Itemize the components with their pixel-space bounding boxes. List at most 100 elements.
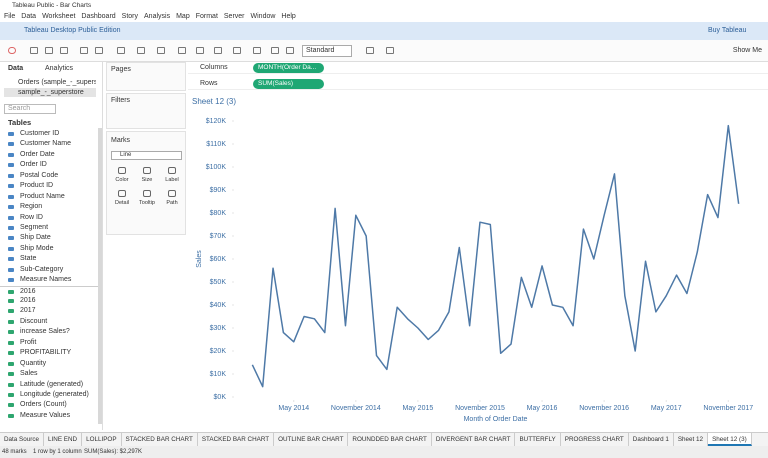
sheet-tab[interactable]: LOLLIPOP <box>82 433 122 446</box>
x-tick-label: May 2017 <box>651 405 682 412</box>
sheet-tab[interactable]: ROUNDDED BAR CHART <box>348 433 432 446</box>
field[interactable]: Orders (Count) <box>0 400 98 410</box>
analytics-tab[interactable]: Analytics <box>45 65 74 72</box>
button-label: Label <box>165 177 179 183</box>
sheet-tab[interactable]: Dashboard 1 <box>629 433 674 446</box>
field[interactable]: Ship Date <box>0 233 98 243</box>
sheet-tab[interactable]: Sheet 12 <box>674 433 709 446</box>
field[interactable]: Postal Code <box>0 171 98 181</box>
field[interactable]: Discount <box>0 317 98 327</box>
data-source[interactable]: Orders (sample_-_supers... <box>18 79 96 86</box>
mark-type-dropdown[interactable]: Line <box>111 151 182 160</box>
x-tick-label: November 2017 <box>703 405 753 412</box>
field[interactable]: Measure Values <box>0 411 98 421</box>
icon[interactable] <box>137 47 145 54</box>
field[interactable]: Longitude (generated) <box>0 390 98 400</box>
menu-item[interactable]: Server <box>223 13 245 20</box>
show-me-button[interactable]: Show Me <box>732 47 762 54</box>
field-icon <box>8 361 14 366</box>
icon[interactable] <box>366 47 374 54</box>
icon[interactable] <box>95 47 103 54</box>
field[interactable]: Product ID <box>0 181 98 191</box>
field[interactable]: Customer ID <box>0 129 98 139</box>
field[interactable]: Product Name <box>0 192 98 202</box>
field[interactable]: Sales <box>0 369 98 379</box>
menu-item[interactable]: Analysis <box>144 13 171 20</box>
field-icon <box>8 309 14 314</box>
field[interactable]: Order ID <box>0 160 98 170</box>
icon[interactable] <box>8 47 16 54</box>
data-tab[interactable]: Data <box>8 65 24 72</box>
field-icon <box>8 351 14 356</box>
menu-item[interactable]: Dashboard <box>81 13 116 20</box>
icon[interactable] <box>60 47 68 54</box>
field[interactable]: State <box>0 254 98 264</box>
scrollbar[interactable] <box>98 128 102 424</box>
field-icon <box>8 413 14 418</box>
mark-button[interactable]: Detail <box>110 188 134 210</box>
field[interactable]: Measure Names <box>0 275 98 285</box>
field[interactable]: 2016 <box>0 285 98 296</box>
mark-button[interactable]: Path <box>160 188 184 210</box>
field[interactable]: Order Date <box>0 150 98 160</box>
data-source[interactable]: sample_-_superstore <box>4 88 96 97</box>
buy-button[interactable]: Buy Tableau <box>708 27 747 34</box>
pill[interactable]: MONTH(Order Da... <box>253 63 324 73</box>
sheet-tab[interactable]: DIVERGENT BAR CHART <box>432 433 516 446</box>
field[interactable]: Sub-Category <box>0 265 98 275</box>
icon[interactable] <box>80 47 88 54</box>
menu-item[interactable]: Story <box>121 13 139 20</box>
sheet-tab[interactable]: PROGRESS CHART <box>561 433 629 446</box>
field[interactable]: PROFITABILITY <box>0 348 98 358</box>
field[interactable]: Latitude (generated) <box>0 380 98 390</box>
icon[interactable] <box>214 47 222 54</box>
field-icon <box>8 215 14 220</box>
field[interactable]: Segment <box>0 223 98 233</box>
icon[interactable] <box>45 47 53 54</box>
fit-dropdown[interactable]: Standard <box>302 45 352 57</box>
sheet-tab[interactable]: OUTLINE BAR CHART <box>274 433 349 446</box>
menu-item[interactable]: File <box>4 13 16 20</box>
mark-button[interactable]: Tooltip <box>135 188 159 210</box>
menu-item[interactable]: Format <box>195 13 218 20</box>
banner: Tableau Desktop Public Edition Buy Table… <box>0 22 768 40</box>
menu-item[interactable]: Help <box>281 13 296 20</box>
icon[interactable] <box>157 47 165 54</box>
field[interactable]: Ship Mode <box>0 244 98 254</box>
field-icon <box>8 392 14 397</box>
field[interactable]: increase Sales? <box>0 327 98 337</box>
sheet-tab[interactable]: BUTTERFLY <box>515 433 561 446</box>
field[interactable]: Customer Name <box>0 139 98 149</box>
menu-item[interactable]: Window <box>250 13 276 20</box>
x-tick-label: November 2016 <box>579 405 629 412</box>
menu-item[interactable]: Map <box>176 13 190 20</box>
menu-item[interactable]: Data <box>21 13 37 20</box>
icon[interactable] <box>286 47 294 54</box>
sheet-tab[interactable]: STACKED BAR CHART <box>122 433 198 446</box>
icon[interactable] <box>386 47 394 54</box>
field[interactable]: Quantity <box>0 359 98 369</box>
sheet-tab[interactable]: Data Source <box>0 433 45 446</box>
field[interactable]: 2016 <box>0 296 98 306</box>
search-box[interactable]: Search <box>4 104 56 114</box>
mark-button[interactable]: Label <box>160 165 184 187</box>
sheet-tab[interactable]: Sheet 12 (3) <box>708 433 752 446</box>
icon[interactable] <box>117 47 125 54</box>
mark-button[interactable]: Color <box>110 165 134 187</box>
icon[interactable] <box>253 47 261 54</box>
pill[interactable]: SUM(Sales) <box>253 79 324 89</box>
field[interactable]: Row ID <box>0 213 98 223</box>
field[interactable]: Region <box>0 202 98 212</box>
icon[interactable] <box>233 47 241 54</box>
mark-button[interactable]: Size <box>135 165 159 187</box>
sheet-tab[interactable]: STACKED BAR CHART <box>198 433 275 446</box>
field[interactable]: Profit <box>0 338 98 348</box>
icon[interactable] <box>30 47 38 54</box>
field[interactable]: 2017 <box>0 306 98 316</box>
field-icon <box>8 330 14 335</box>
sheet-tab[interactable]: LINE END <box>44 433 83 446</box>
icon[interactable] <box>271 47 279 54</box>
icon[interactable] <box>178 47 186 54</box>
icon[interactable] <box>196 47 204 54</box>
menu-item[interactable]: Worksheet <box>42 13 76 20</box>
